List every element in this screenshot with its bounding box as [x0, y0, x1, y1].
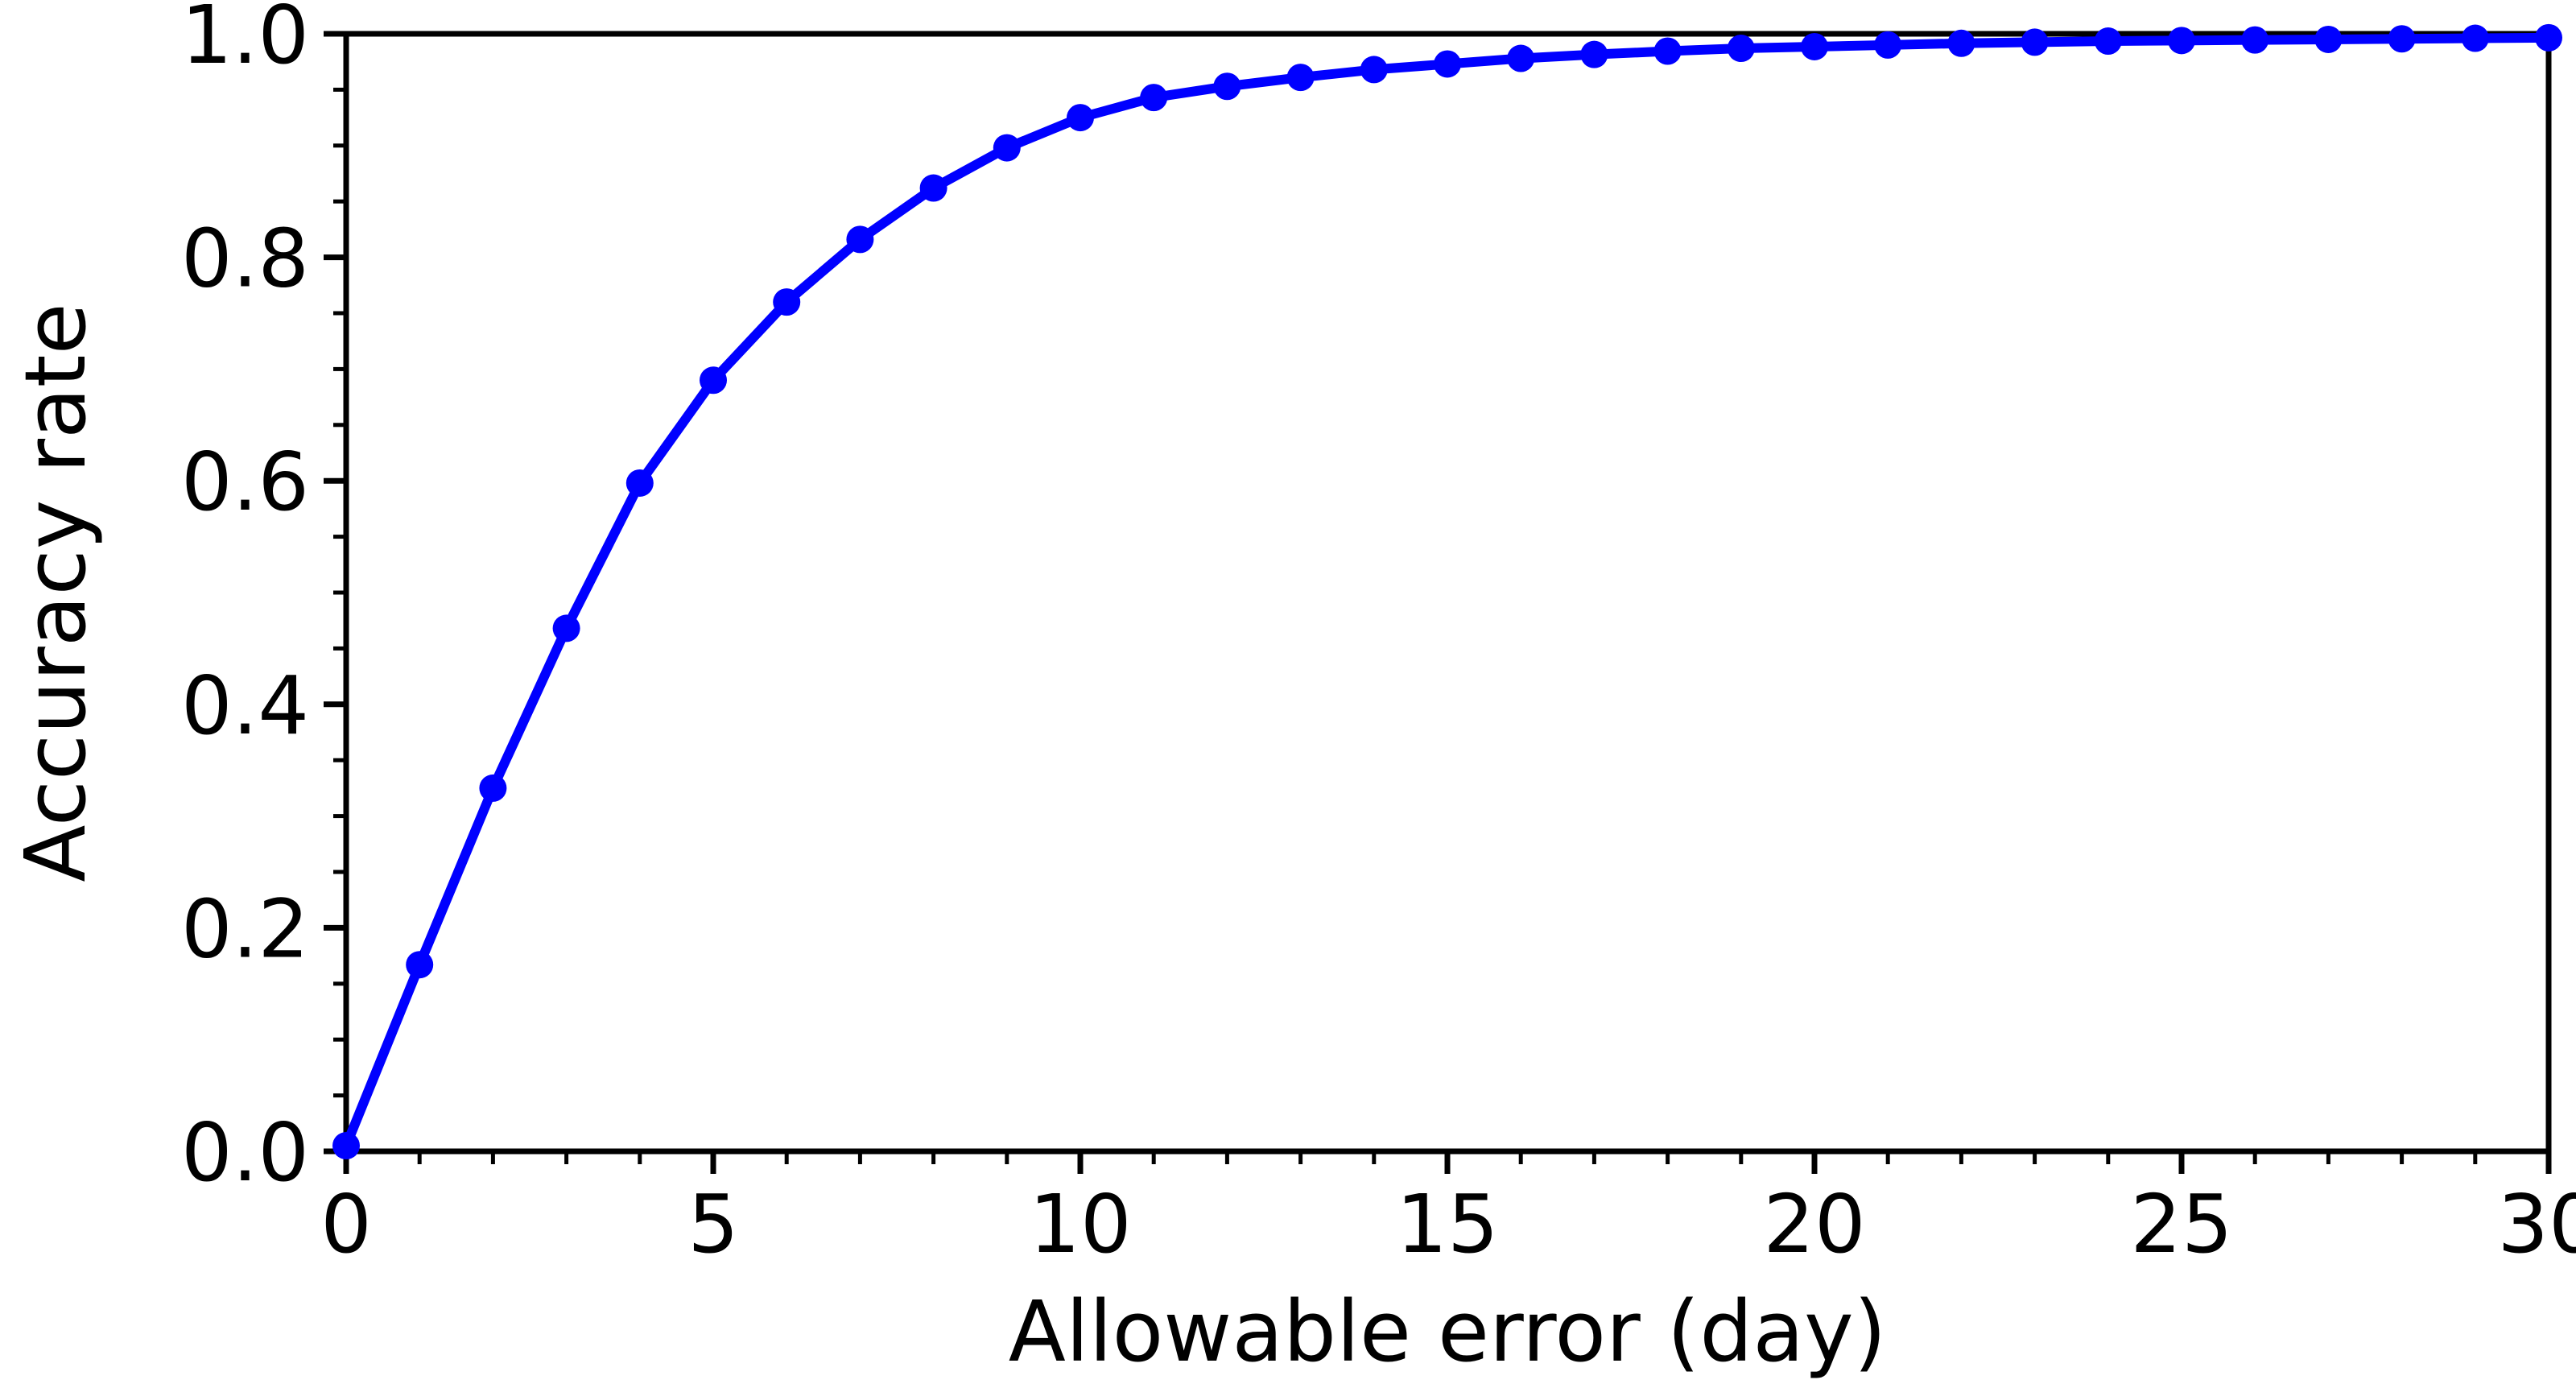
accuracy-rate-data-point: [2314, 25, 2343, 53]
accuracy-rate-data-point: [993, 134, 1021, 162]
accuracy-rate-data-point: [625, 469, 654, 497]
accuracy-rate-data-point: [1140, 84, 1168, 112]
accuracy-rate-data-point: [773, 288, 801, 316]
accuracy-rate-data-point: [406, 951, 434, 979]
accuracy-rate-data-point: [846, 225, 874, 254]
accuracy-rate-data-point: [1947, 29, 1975, 57]
accuracy-rate-data-point: [2535, 23, 2562, 52]
x-tick-label: 5: [687, 1177, 739, 1271]
accuracy-rate-data-point: [1434, 50, 1461, 78]
y-tick-label: 0.0: [181, 1105, 309, 1200]
accuracy-rate-data-point: [2094, 27, 2122, 56]
axes-spines: [343, 31, 2552, 1155]
x-tick-label: 15: [1396, 1177, 1498, 1271]
y-axis-label: Accuracy rate: [6, 303, 105, 882]
y-tick-label: 0.4: [181, 659, 309, 753]
accuracy-rate-data-point: [1507, 44, 1535, 72]
accuracy-rate-data-point: [552, 614, 580, 642]
x-tick-label: 0: [320, 1177, 372, 1271]
x-tick-label: 30: [2497, 1177, 2576, 1271]
accuracy-rate-data-point: [479, 774, 507, 802]
x-axis-label: Allowable error (day): [1009, 1283, 1887, 1381]
accuracy-rate-data-point: [2168, 27, 2195, 55]
accuracy-rate-data-point: [1801, 32, 1828, 60]
accuracy-rate-data-point: [1286, 64, 1315, 92]
y-tick-label: 0.6: [181, 435, 309, 529]
accuracy-rate-data-point: [1874, 31, 1902, 59]
accuracy-rate-data-point: [332, 1132, 360, 1160]
accuracy-rate-data-point: [1727, 35, 1755, 63]
y-tick-label: 0.8: [181, 212, 309, 306]
accuracy-rate-data-point: [2388, 25, 2416, 53]
accuracy-rate-data-point: [1653, 37, 1682, 65]
x-tick-label: 25: [2130, 1177, 2232, 1271]
x-tick-label: 10: [1029, 1177, 1131, 1271]
accuracy-rate-data-point: [2241, 26, 2269, 54]
accuracy-rate-data-point: [1213, 72, 1241, 101]
accuracy-rate-data-point: [1360, 56, 1388, 84]
accuracy-rate-data-point: [700, 366, 727, 395]
accuracy-rate-data-point: [2021, 28, 2049, 56]
accuracy-rate-data-point: [1580, 40, 1608, 68]
x-tick-label: 20: [1763, 1177, 1865, 1271]
accuracy-rate-data-point: [1067, 104, 1094, 132]
y-tick-label: 1.0: [181, 0, 309, 82]
accuracy-rate-data-point: [2461, 24, 2489, 52]
y-tick-label: 0.2: [181, 882, 309, 976]
accuracy-rate-data-point: [919, 174, 947, 202]
